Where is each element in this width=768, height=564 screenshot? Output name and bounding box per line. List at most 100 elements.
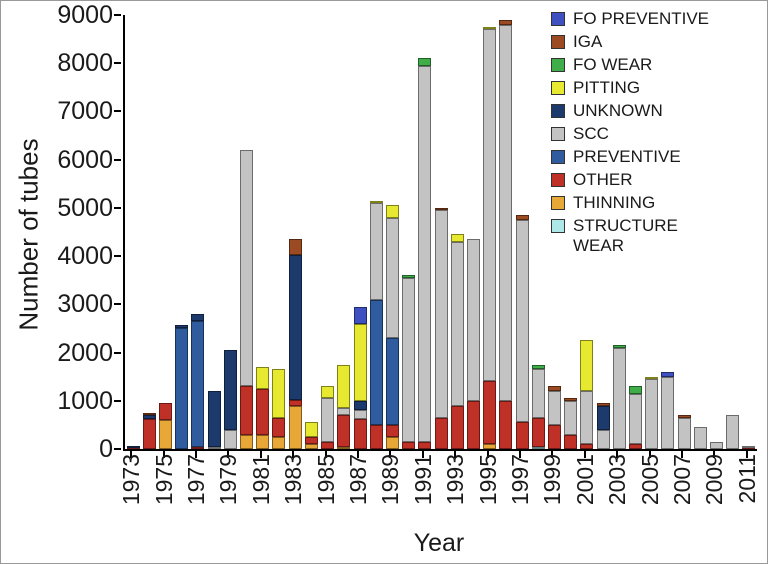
x-tick-mark xyxy=(130,451,133,458)
legend-swatch xyxy=(551,58,565,72)
bar-segment xyxy=(207,391,221,447)
bar-segment xyxy=(126,446,140,448)
bar-segment xyxy=(596,403,610,406)
bar-segment xyxy=(402,275,416,278)
bar-segment xyxy=(142,413,156,415)
bar-segment xyxy=(321,442,335,449)
y-tick-label: 6000 xyxy=(57,145,113,174)
x-tick-label: 1999 xyxy=(539,454,566,506)
legend-label: IGA xyxy=(573,32,603,51)
legend-swatch xyxy=(551,35,565,49)
x-tick-mark xyxy=(259,451,262,458)
legend-item: PITTING xyxy=(551,78,763,98)
bar-segment xyxy=(629,386,642,394)
bar-segment xyxy=(710,442,723,449)
bar-segment xyxy=(321,386,335,398)
legend-swatch xyxy=(551,127,565,141)
y-tick-label: 2000 xyxy=(57,338,113,367)
bar-segment xyxy=(240,435,253,449)
bar-segment xyxy=(483,444,497,449)
bar-segment xyxy=(418,66,432,442)
x-tick-label: 1985 xyxy=(312,454,339,506)
bar-segment xyxy=(661,377,675,449)
plot-area xyxy=(123,15,757,451)
bar-segment xyxy=(353,401,367,410)
legend-label: THINNING xyxy=(573,193,656,212)
legend-label: OTHER xyxy=(573,170,633,189)
bar-segment xyxy=(353,419,367,449)
x-axis-label: Year xyxy=(413,529,465,557)
bar-segment xyxy=(596,430,610,449)
bar-segment xyxy=(304,444,318,449)
x-tick-label: 1983 xyxy=(280,454,307,506)
bar-segment xyxy=(207,447,221,449)
bar-segment xyxy=(402,278,416,442)
bar-segment xyxy=(418,442,432,449)
bar-segment xyxy=(434,418,448,449)
bar-segment xyxy=(466,401,480,449)
legend-item: STRUCTURE WEAR xyxy=(551,216,763,256)
bar-segment xyxy=(483,29,497,381)
bar-segment xyxy=(499,25,513,401)
y-tick-label: 0 xyxy=(99,435,113,463)
x-tick-label: 2011 xyxy=(733,454,760,504)
x-tick-mark xyxy=(551,451,554,458)
bar-segment xyxy=(191,314,205,321)
bar-segment xyxy=(288,255,302,400)
x-tick-mark xyxy=(681,451,684,458)
bar-segment xyxy=(256,435,270,449)
legend-label: FO WEAR xyxy=(573,55,653,74)
bar-segment xyxy=(450,234,464,242)
bar-segment xyxy=(369,425,383,449)
bar-segment xyxy=(385,205,399,218)
bar-segment xyxy=(256,367,270,389)
bar-segment xyxy=(515,215,529,220)
x-tick-mark xyxy=(648,451,651,458)
bar-segment xyxy=(531,369,545,418)
bar-segment xyxy=(191,447,205,449)
bar-segment xyxy=(175,328,189,449)
bar-segment xyxy=(580,444,594,449)
x-tick-label: 2001 xyxy=(571,454,598,506)
x-tick-mark xyxy=(162,451,165,458)
y-tick-mark xyxy=(114,303,121,306)
bar-segment xyxy=(159,420,172,449)
bar-segment xyxy=(564,401,578,435)
bar-segment xyxy=(337,415,351,447)
bar-segment xyxy=(515,220,529,422)
legend-label: UNKNOWN xyxy=(573,101,663,120)
bar-segment xyxy=(385,218,399,338)
x-tick-mark xyxy=(583,451,586,458)
x-tick-label: 2003 xyxy=(604,454,631,506)
bar-segment xyxy=(645,379,659,449)
legend-item: THINNING xyxy=(551,193,763,213)
legend-label: FO PREVENTIVE xyxy=(573,9,710,28)
legend-label: STRUCTURE WEAR xyxy=(573,216,678,255)
legend-item: UNKNOWN xyxy=(551,101,763,121)
bar-segment xyxy=(337,365,351,408)
bar-segment xyxy=(353,410,367,419)
bar-segment xyxy=(434,208,448,210)
bar-segment xyxy=(288,400,302,406)
bar-segment xyxy=(256,389,270,435)
x-tick-mark xyxy=(292,451,295,458)
bar-segment xyxy=(742,446,756,448)
y-tick-mark xyxy=(114,62,121,65)
bar-segment xyxy=(677,418,691,449)
bar-segment xyxy=(369,203,383,300)
legend-label: PREVENTIVE xyxy=(573,147,681,166)
x-tick-mark xyxy=(519,451,522,458)
bar-segment xyxy=(402,442,416,449)
bar-segment xyxy=(385,437,399,449)
bar-segment xyxy=(515,422,529,449)
y-tick-mark xyxy=(114,255,121,258)
bar-segment xyxy=(272,369,286,418)
legend-swatch xyxy=(551,104,565,118)
x-tick-mark xyxy=(324,451,327,458)
bar-segment xyxy=(564,398,578,401)
bar-segment xyxy=(531,447,545,449)
bar-segment xyxy=(531,365,545,369)
bar-segment xyxy=(304,437,318,444)
bar-segment xyxy=(726,415,740,449)
